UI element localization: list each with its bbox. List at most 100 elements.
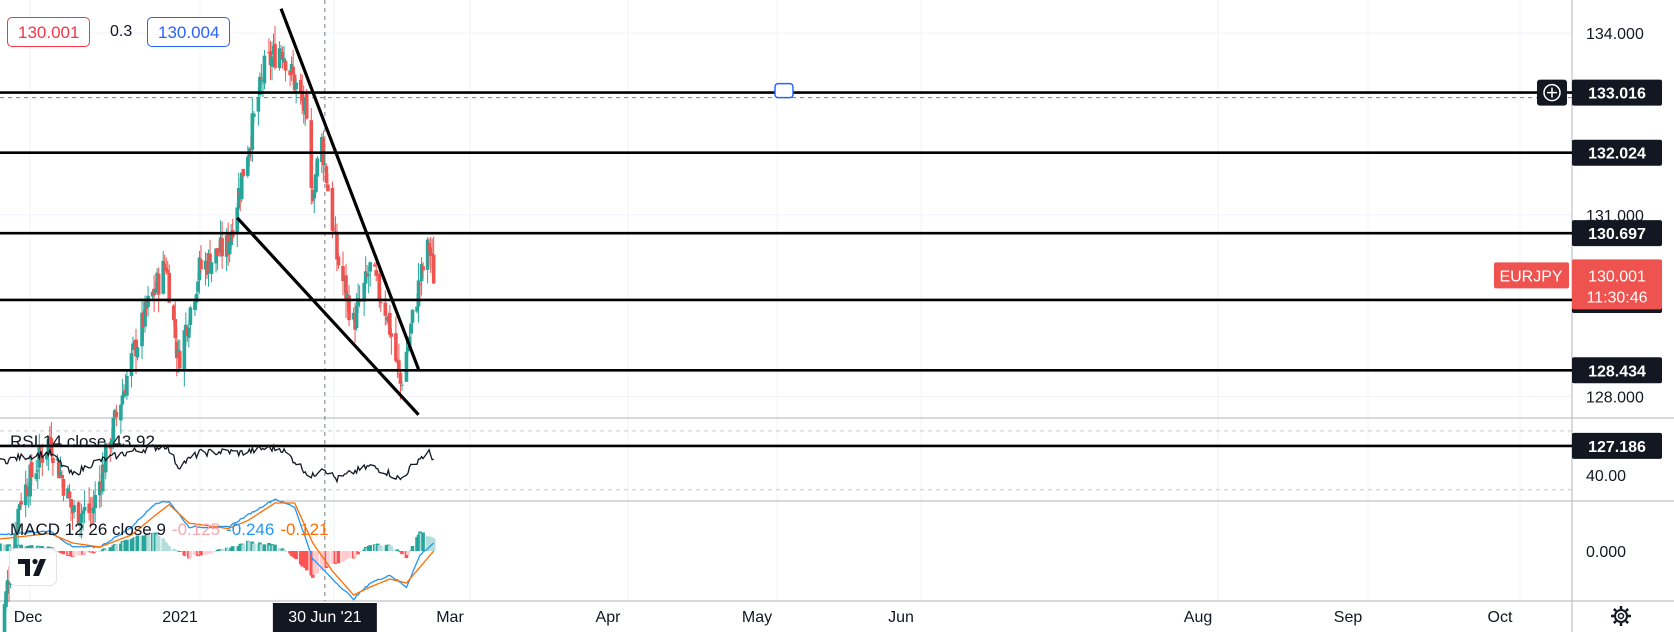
macd-histogram-bar [61,551,66,555]
candle-body [4,591,8,608]
time-tick-label: Apr [596,609,622,626]
macd-histogram-bar [171,548,176,551]
candle-body [199,259,203,270]
candle-body [304,93,309,119]
candle-body [291,66,295,75]
horizontal-levels[interactable]: 133.016132.024130.697129.594128.434127.1… [0,79,1662,459]
candle-body [415,306,419,312]
candle-body [258,76,262,96]
macd-histogram-bar [167,546,172,551]
trendlines[interactable] [236,8,421,416]
candle-body [193,301,197,311]
macd-histogram-bar [368,545,372,551]
candle-body [418,283,422,285]
axes: 134.000 131.000 128.000 40.00 0.000 130.001 11… [1494,26,1662,561]
macd-histogram-bar [8,546,13,551]
candle-body [40,456,45,463]
current-price-badge [1572,259,1662,310]
candle-body [69,498,73,508]
macd-histogram-bar [400,551,404,555]
macd-histogram-bar [99,551,104,552]
price-tick-label: 134.000 [1586,26,1644,43]
candle-body [298,79,303,93]
candle-body [196,281,200,292]
candle-body [5,580,10,594]
candle-body [111,417,116,442]
candle-body [153,289,158,293]
time-tick-label: Aug [1184,609,1212,626]
price-tick-label: 131.000 [1586,208,1644,225]
candle-body [87,503,91,513]
time-tick-label: 2021 [162,609,198,626]
candle-body [25,486,29,496]
candle-body [67,491,72,499]
candle-body [400,384,404,386]
candle-body [409,323,413,334]
time-tick-label: May [742,609,772,626]
macd-histogram-bar [273,544,277,551]
candle-body [79,513,84,523]
candle-body [388,312,392,335]
tradingview-logo-icon[interactable] [10,549,56,585]
candle-body [51,457,55,464]
candle-body [227,242,232,255]
candle-body [19,501,23,505]
candle-body [430,253,434,255]
candle-body [171,305,176,321]
candle-body [114,411,119,417]
macd-histogram-bar [114,544,119,551]
candle-body [397,360,401,371]
candle-body [45,452,49,460]
candle-body [125,375,129,396]
level-label: 133.016 [1588,86,1646,103]
current-price-value: 130.001 [1588,268,1646,285]
sell-price-button[interactable]: 130.001 [7,17,91,47]
candle-body [389,333,394,337]
candle-body [404,351,409,382]
candle-body [277,48,282,69]
macd-legend-signal: -0.121 [280,520,329,539]
candle-body [143,301,147,327]
candle-body [362,282,366,302]
candle-body [336,256,341,266]
macd-histogram-bar [220,549,224,551]
candle-body [394,333,398,361]
symbol-label: EURJPY [1499,268,1562,285]
trendline[interactable] [279,8,421,370]
settings-gear-icon[interactable] [1610,605,1632,627]
candle-body [93,494,97,509]
buy-price-button[interactable]: 130.004 [147,17,231,47]
candle-body [283,60,288,71]
candle-body [383,302,388,316]
rsi-legend[interactable]: RSI 14 close 43.92 [10,432,161,452]
macd-histogram-bar [304,551,309,571]
macd-legend-name: MACD 12 26 close 9 [10,520,166,539]
candle-body [366,274,371,277]
candle-body [378,302,383,304]
candle-body [354,305,359,329]
candle-body [288,70,292,76]
candles [2,25,436,632]
candle-body [162,263,167,268]
candle-body [209,262,214,274]
candle-body [167,272,172,303]
macd-histogram-bar [241,544,246,551]
macd-histogram-bar [19,544,23,551]
candle-body [330,187,335,231]
candle-body [324,166,329,183]
candle-body [398,372,403,384]
candle-body [246,156,250,176]
candle-body [100,464,105,492]
candle-body [217,254,221,256]
macd-tick-label: 0.000 [1586,544,1626,561]
macd-histogram-bar [357,551,362,552]
macd-histogram-bar [410,546,415,551]
candle-body [410,309,415,323]
candle-body [421,266,425,271]
macd-legend[interactable]: MACD 12 26 close 9 -0.125 -0.246 -0.121 [10,520,335,540]
trendline[interactable] [236,216,420,416]
candle-body [241,168,246,177]
candle-body [29,462,34,478]
indicator-lines [0,443,435,601]
